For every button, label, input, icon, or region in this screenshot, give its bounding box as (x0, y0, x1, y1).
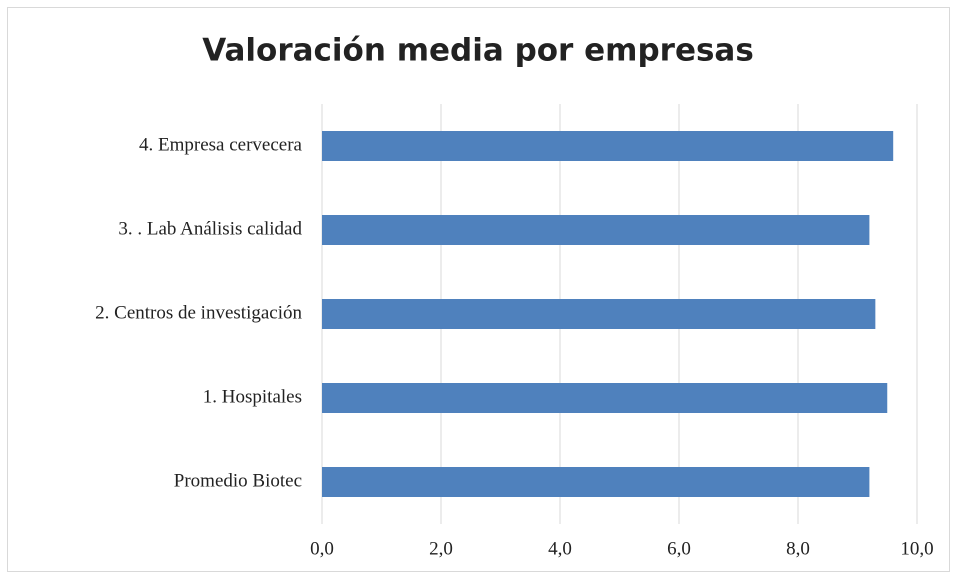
x-tick-label: 0,0 (310, 538, 334, 559)
x-tick-label: 2,0 (429, 538, 453, 559)
y-tick-label: 3. . Lab Análisis calidad (118, 218, 302, 239)
x-tick-label: 10,0 (900, 538, 933, 559)
y-tick-label: 4. Empresa cervecera (139, 134, 303, 155)
bar (322, 215, 870, 245)
x-tick-label: 4,0 (548, 538, 572, 559)
y-tick-label: 1. Hospitales (203, 386, 302, 407)
y-tick-label: 2. Centros de investigación (95, 302, 302, 323)
bar (322, 131, 894, 161)
bar (322, 383, 888, 413)
bar (322, 299, 876, 329)
x-tick-label: 6,0 (667, 538, 691, 559)
y-tick-label: Promedio Biotec (174, 470, 302, 491)
bar (322, 467, 870, 497)
chart-title: Valoración media por empresas (202, 33, 754, 69)
x-tick-label: 8,0 (786, 538, 810, 559)
